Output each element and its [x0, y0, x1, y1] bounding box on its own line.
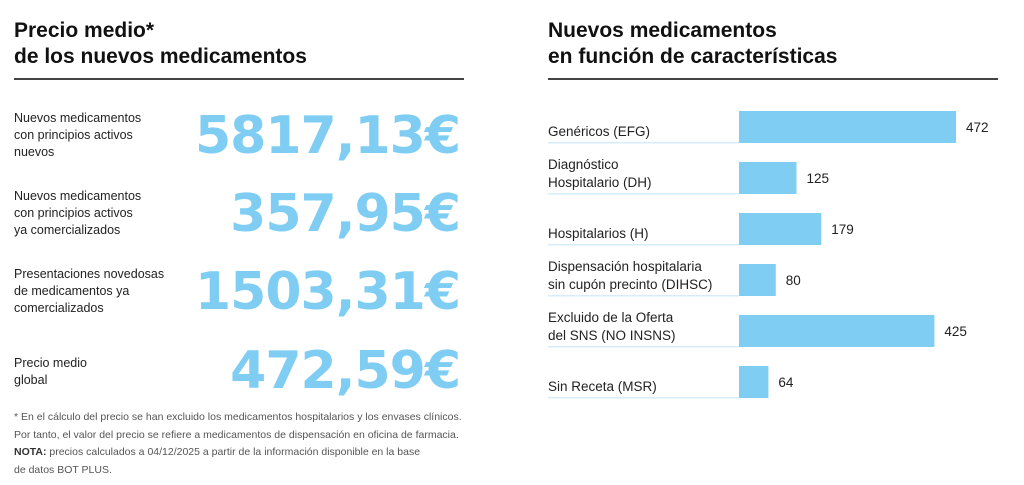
- value-label: 80: [786, 273, 801, 288]
- bar-row: Diagnóstico Hospitalario (DH) 125: [548, 157, 829, 195]
- value-label: 425: [944, 324, 967, 339]
- price-label: Nuevos medicamentos con principios activ…: [14, 189, 142, 237]
- bar: [739, 315, 935, 347]
- note-line: NOTA: precios calculados a 04/12/2025 a …: [14, 444, 534, 462]
- bar: [739, 162, 797, 194]
- category-label: Sin Receta (MSR): [548, 379, 657, 394]
- category-label: sin cupón precinto (DIHSC): [548, 277, 712, 292]
- bar: [739, 111, 956, 143]
- bar-row: Genéricos (EFG) 472: [548, 111, 989, 144]
- left-panel-title: Precio medio* de los nuevos medicamentos: [14, 18, 307, 70]
- category-label: Dispensación hospitalaria: [548, 259, 702, 274]
- value-label: 64: [778, 375, 794, 390]
- left-title-line1: Precio medio*: [14, 19, 155, 42]
- price-label: Precio medio global: [14, 356, 87, 387]
- price-row-existing-active: Nuevos medicamentos con principios activ…: [14, 184, 461, 246]
- note-text: precios calculados a 04/12/2025 a partir…: [46, 446, 421, 458]
- footnote-line: * En el cálculo del precio se han exclui…: [14, 411, 462, 423]
- label-underline: [548, 295, 739, 297]
- price-value: 1503,31€: [194, 262, 461, 322]
- bar-row: Excluido de la Oferta del SNS (NO INSNS) 4…: [548, 310, 967, 348]
- label-underline: [548, 397, 739, 399]
- right-title-line2: en función de características: [548, 45, 838, 68]
- label-underline: [548, 346, 739, 348]
- bar-chart: Genéricos (EFG) 472 Diagnóstico Hospitalari…: [548, 111, 989, 399]
- label-underline: [548, 244, 739, 246]
- price-row-novel-presentations: Presentaciones novedosas de medicamentos…: [14, 262, 461, 324]
- price-label: Presentaciones novedosas de medicamentos…: [14, 267, 165, 315]
- bar: [739, 213, 822, 245]
- right-title-line1: Nuevos medicamentos: [548, 19, 777, 42]
- note-label: NOTA:: [14, 446, 47, 458]
- category-label: Excluido de la Oferta: [548, 310, 674, 325]
- category-label: Hospitalario (DH): [548, 175, 652, 190]
- price-value: 357,95€: [230, 184, 461, 244]
- bar-row: Hospitalarios (H) 179: [548, 213, 854, 246]
- label-underline: [548, 193, 739, 195]
- price-label: Nuevos medicamentos con principios activ…: [14, 111, 142, 159]
- category-label: del SNS (NO INSNS): [548, 328, 676, 343]
- value-label: 472: [966, 120, 989, 135]
- left-title-line2: de los nuevos medicamentos: [14, 45, 307, 68]
- bar-row: Dispensación hospitalaria sin cupón preci…: [548, 259, 801, 297]
- note-line: de datos BOT PLUS.: [14, 463, 112, 476]
- left-title-divider: [14, 78, 464, 80]
- price-row-global-average: Precio medio global 472,59€: [14, 341, 461, 403]
- bar: [739, 264, 776, 296]
- right-title-divider: [548, 78, 998, 80]
- value-label: 125: [806, 171, 829, 186]
- bar: [739, 366, 769, 398]
- price-value: 5817,13€: [194, 106, 461, 166]
- right-panel-title: Nuevos medicamentos en función de caract…: [548, 18, 837, 70]
- bar-row: Sin Receta (MSR) 64: [548, 366, 794, 399]
- footnote-line: Por tanto, el valor del precio se refier…: [14, 428, 459, 441]
- category-label: Hospitalarios (H): [548, 226, 649, 241]
- category-label: Genéricos (EFG): [548, 124, 650, 139]
- price-value: 472,59€: [230, 341, 461, 401]
- price-row-new-active: Nuevos medicamentos con principios activ…: [14, 106, 461, 168]
- category-label: Diagnóstico: [548, 157, 619, 172]
- value-label: 179: [831, 222, 854, 237]
- footnote: * En el cálculo del precio se han exclui…: [14, 409, 534, 479]
- label-underline: [548, 142, 739, 144]
